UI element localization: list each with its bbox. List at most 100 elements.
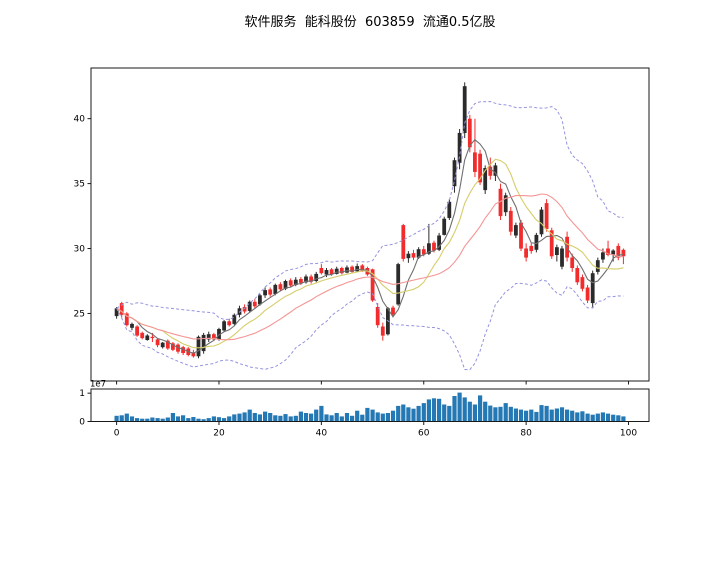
candle-body-down [529, 245, 534, 252]
volume-bar [339, 416, 344, 422]
volume-bar [580, 411, 585, 422]
candle-body-down [227, 321, 232, 326]
candle-body-down [391, 307, 395, 315]
candle-body-down [421, 249, 426, 255]
candle-body-down [570, 257, 575, 268]
volume-bar [406, 407, 411, 422]
volume-bar [544, 405, 549, 422]
volume-bar [452, 396, 457, 422]
volume-bar [278, 415, 283, 422]
candle-body-up [590, 273, 595, 304]
volume-bar [150, 417, 155, 422]
candlesticks [114, 82, 626, 359]
candle-body-up [539, 209, 544, 235]
candle-body-down [508, 210, 513, 232]
price-panel-frame [90, 67, 650, 382]
candle-body-down [370, 269, 375, 301]
candle-body-up [355, 266, 360, 272]
volume-bar [329, 415, 334, 422]
candle-body-down [171, 343, 175, 350]
volume-bar [559, 407, 565, 422]
x-tick-label: 80 [520, 429, 532, 439]
volume-bar [334, 413, 339, 422]
candle-body-down [299, 279, 303, 283]
price-tick-label: 30 [74, 245, 86, 255]
volume-bar [211, 416, 216, 422]
candle-body-down [360, 265, 365, 271]
volume-bar [273, 415, 278, 422]
volume-bar [237, 413, 242, 422]
volume-bar [565, 409, 570, 422]
candle-body-up [345, 267, 349, 273]
volume-bar [467, 401, 472, 422]
volume-bar [447, 405, 452, 422]
price-tick-label: 25 [74, 309, 85, 319]
candle-body-up [324, 270, 329, 275]
candle-body-up [534, 234, 539, 250]
volume-bar [457, 392, 462, 422]
volume-bar [114, 415, 119, 422]
candle-body-up [457, 132, 462, 163]
candle-body-up [145, 335, 150, 340]
volume-bar [534, 411, 539, 422]
candle-body-down [488, 166, 493, 176]
volume-bar [611, 414, 616, 422]
candle-body-up [452, 160, 457, 187]
volume-bar [350, 415, 355, 422]
candle-body-up [611, 250, 616, 255]
candle-body-down [432, 242, 436, 251]
candle-body-up [263, 290, 267, 296]
volume-bar [493, 407, 498, 422]
bollinger-lower-band [116, 279, 624, 371]
candle-body-up [483, 168, 488, 191]
volume-bar [549, 409, 554, 422]
volume-bar [488, 405, 493, 422]
volume-bar [411, 408, 416, 422]
volume-bar [605, 413, 611, 422]
volume-bar [360, 414, 365, 422]
candle-body-down [350, 266, 354, 272]
volume-bar [140, 418, 145, 422]
candle-body-up [273, 284, 278, 294]
volume-bar [595, 413, 600, 422]
volume-bar [518, 409, 524, 422]
volume-bar [365, 407, 370, 422]
candle-body-up [160, 342, 165, 348]
volume-bar [263, 411, 268, 422]
volume-panel-frame [90, 388, 650, 422]
volume-bar [160, 418, 165, 422]
volume-bar [554, 408, 559, 422]
volume-bar [268, 413, 273, 422]
volume-bar [442, 404, 447, 422]
volume-bar [298, 411, 303, 422]
volume-bar [513, 408, 518, 422]
candle-body-up [416, 249, 421, 258]
volume-bar [124, 413, 129, 422]
candle-body-down [252, 301, 257, 307]
candle-body-up [283, 281, 288, 289]
candle-body-down [191, 352, 196, 357]
volume-bar [232, 414, 237, 422]
candle-body-up [560, 248, 564, 267]
volume-scale-offset-label: 1e7 [90, 380, 106, 390]
axis-ticks: 25 30 35 40 0 20 40 60 80 100 0 1 1e7 [74, 115, 638, 439]
candle-body-down [498, 188, 503, 217]
candle-body-up [217, 329, 221, 340]
volume-bar [186, 418, 191, 422]
candle-body-down [268, 289, 273, 295]
volume-bar [288, 416, 293, 422]
candle-body-up [314, 273, 319, 281]
candle-body-down [309, 276, 313, 282]
volume-bars [114, 392, 626, 422]
candle-body-up [247, 301, 252, 311]
candle-body-down [165, 340, 170, 349]
volume-bar [621, 416, 626, 422]
candle-body-down [575, 268, 580, 283]
candle-body-down [549, 230, 554, 257]
volume-bar [324, 414, 329, 422]
candle-body-down [140, 332, 145, 339]
volume-bar [216, 417, 222, 422]
volume-bar [508, 406, 513, 422]
volume-bar [616, 415, 621, 422]
